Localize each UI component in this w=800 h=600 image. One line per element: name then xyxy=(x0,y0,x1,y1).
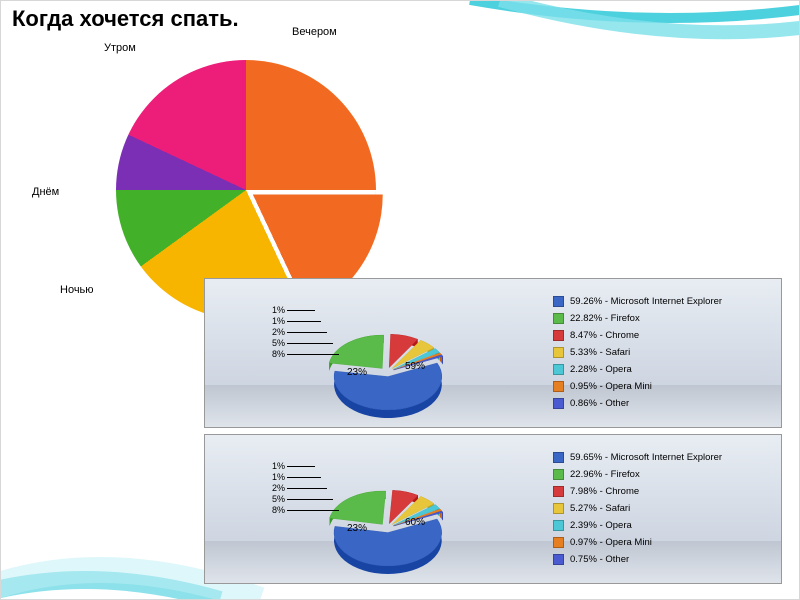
pie-callout: 5% xyxy=(261,338,285,348)
pie-callout: 8% xyxy=(261,505,285,515)
legend-row: 0.75% - Other xyxy=(553,551,722,568)
pie-callout: 5% xyxy=(261,494,285,504)
legend-swatch xyxy=(553,398,564,409)
pie-pct-second: 23% xyxy=(347,367,367,378)
browser-legend: 59.26% - Microsoft Internet Explorer 22.8… xyxy=(553,293,722,412)
pie-pct-major: 60% xyxy=(405,517,425,528)
browser-share-panel: 60%23%1%1%2%5%8%59.65% - Microsoft Inter… xyxy=(204,434,782,584)
pie-callout-line xyxy=(287,343,333,344)
legend-text: 5.33% - Safari xyxy=(570,347,630,358)
legend-swatch xyxy=(553,520,564,531)
browser-legend: 59.65% - Microsoft Internet Explorer 22.9… xyxy=(553,449,722,568)
legend-text: 0.97% - Opera Mini xyxy=(570,537,652,548)
browser-share-panel: 59%23%1%1%2%5%8%59.26% - Microsoft Inter… xyxy=(204,278,782,428)
legend-text: 59.26% - Microsoft Internet Explorer xyxy=(570,296,722,307)
legend-row: 0.97% - Opera Mini xyxy=(553,534,722,551)
legend-row: 59.65% - Microsoft Internet Explorer xyxy=(553,449,722,466)
legend-row: 22.82% - Firefox xyxy=(553,310,722,327)
pie-callout-line xyxy=(287,310,315,311)
legend-text: 8.47% - Chrome xyxy=(570,330,639,341)
legend-swatch xyxy=(553,330,564,341)
pie-pct-second: 23% xyxy=(347,523,367,534)
legend-row: 7.98% - Chrome xyxy=(553,483,722,500)
legend-text: 0.95% - Opera Mini xyxy=(570,381,652,392)
legend-text: 0.75% - Other xyxy=(570,554,629,565)
sleep-pie-label: Днём xyxy=(32,186,59,198)
slide: Когда хочется спать. Вечером Утром Днём Ноч… xyxy=(0,0,800,600)
pie-callout: 1% xyxy=(261,316,285,326)
legend-text: 0.86% - Other xyxy=(570,398,629,409)
legend-text: 7.98% - Chrome xyxy=(570,486,639,497)
legend-text: 2.39% - Opera xyxy=(570,520,632,531)
legend-swatch xyxy=(553,364,564,375)
pie-callout-line xyxy=(287,499,333,500)
legend-row: 2.39% - Opera xyxy=(553,517,722,534)
pie-callout: 1% xyxy=(261,472,285,482)
legend-text: 22.96% - Firefox xyxy=(570,469,640,480)
legend-swatch xyxy=(553,381,564,392)
pie-callout-line xyxy=(287,321,321,322)
pie-callout: 2% xyxy=(261,327,285,337)
legend-swatch xyxy=(553,347,564,358)
legend-swatch xyxy=(553,486,564,497)
legend-swatch xyxy=(553,296,564,307)
browser-pie xyxy=(297,463,467,573)
browser-panel-stack: 59%23%1%1%2%5%8%59.26% - Microsoft Inter… xyxy=(204,278,784,590)
pie-pct-major: 59% xyxy=(405,361,425,372)
sleep-pie-label: Ночью xyxy=(60,284,94,296)
pie-callout-line xyxy=(287,332,327,333)
legend-text: 5.27% - Safari xyxy=(570,503,630,514)
legend-swatch xyxy=(553,537,564,548)
pie-callout-line xyxy=(287,488,327,489)
legend-swatch xyxy=(553,554,564,565)
legend-text: 59.65% - Microsoft Internet Explorer xyxy=(570,452,722,463)
legend-swatch xyxy=(553,503,564,514)
legend-text: 2.28% - Opera xyxy=(570,364,632,375)
legend-row: 5.27% - Safari xyxy=(553,500,722,517)
browser-pie xyxy=(297,307,467,417)
legend-row: 5.33% - Safari xyxy=(553,344,722,361)
pie-callout-line xyxy=(287,477,321,478)
legend-row: 8.47% - Chrome xyxy=(553,327,722,344)
pie-callout: 2% xyxy=(261,483,285,493)
legend-row: 2.28% - Opera xyxy=(553,361,722,378)
legend-row: 59.26% - Microsoft Internet Explorer xyxy=(553,293,722,310)
legend-swatch xyxy=(553,313,564,324)
legend-swatch xyxy=(553,469,564,480)
legend-row: 0.86% - Other xyxy=(553,395,722,412)
legend-row: 0.95% - Opera Mini xyxy=(553,378,722,395)
pie-callout: 8% xyxy=(261,349,285,359)
legend-row: 22.96% - Firefox xyxy=(553,466,722,483)
pie-callout-line xyxy=(287,510,339,511)
pie-callout-line xyxy=(287,354,339,355)
sleep-pie-label: Вечером xyxy=(292,26,337,38)
page-title: Когда хочется спать. xyxy=(12,6,239,32)
pie-callout-line xyxy=(287,466,315,467)
legend-swatch xyxy=(553,452,564,463)
pie-callout: 1% xyxy=(261,461,285,471)
legend-text: 22.82% - Firefox xyxy=(570,313,640,324)
pie-callout: 1% xyxy=(261,305,285,315)
sleep-pie-label: Утром xyxy=(104,42,136,54)
